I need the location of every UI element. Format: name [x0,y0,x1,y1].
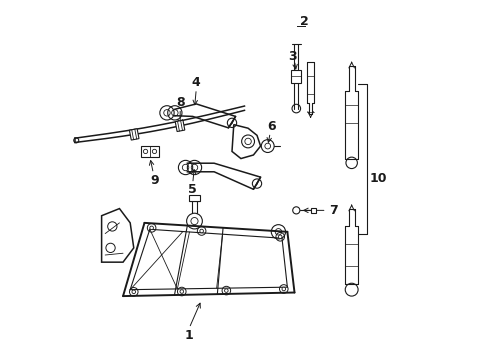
Polygon shape [129,129,139,140]
Text: 7: 7 [329,204,338,217]
Text: 2: 2 [300,14,308,27]
Polygon shape [310,207,315,213]
Polygon shape [231,125,260,158]
Circle shape [180,290,183,293]
Text: 1: 1 [184,329,193,342]
Circle shape [282,287,285,291]
Circle shape [278,235,282,239]
Polygon shape [291,70,301,83]
Text: 10: 10 [369,172,386,185]
Circle shape [200,229,203,233]
Text: 4: 4 [191,76,200,89]
Text: 8: 8 [176,96,184,109]
Polygon shape [189,195,200,202]
Text: 6: 6 [266,120,275,133]
Circle shape [224,289,228,292]
Text: 3: 3 [287,50,296,63]
Text: 5: 5 [188,183,197,196]
Polygon shape [102,208,134,262]
Polygon shape [141,146,159,157]
Polygon shape [175,120,184,131]
Circle shape [132,290,135,294]
Circle shape [149,226,153,230]
Text: 9: 9 [150,174,159,186]
